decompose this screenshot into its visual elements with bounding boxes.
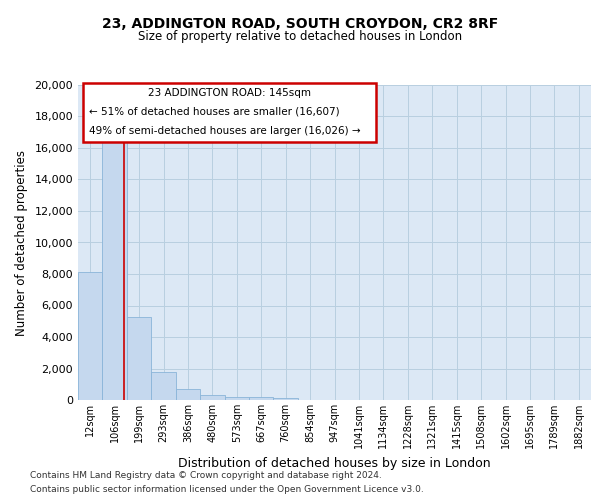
Text: Contains HM Land Registry data © Crown copyright and database right 2024.: Contains HM Land Registry data © Crown c… [30, 472, 382, 480]
Bar [78, 272, 103, 400]
Text: Size of property relative to detached houses in London: Size of property relative to detached ho… [138, 30, 462, 43]
Bar [151, 372, 176, 400]
Text: 49% of semi-detached houses are larger (16,026) →: 49% of semi-detached houses are larger (… [89, 126, 361, 136]
Bar [224, 397, 249, 400]
FancyBboxPatch shape [83, 84, 376, 141]
Bar [200, 395, 224, 400]
Text: 23, ADDINGTON ROAD, SOUTH CROYDON, CR2 8RF: 23, ADDINGTON ROAD, SOUTH CROYDON, CR2 8… [102, 18, 498, 32]
Text: Contains public sector information licensed under the Open Government Licence v3: Contains public sector information licen… [30, 484, 424, 494]
Bar [127, 316, 151, 400]
Bar [249, 398, 274, 400]
Y-axis label: Number of detached properties: Number of detached properties [14, 150, 28, 336]
Text: 23 ADDINGTON ROAD: 145sqm: 23 ADDINGTON ROAD: 145sqm [148, 88, 311, 98]
Bar [176, 389, 200, 400]
Text: ← 51% of detached houses are smaller (16,607): ← 51% of detached houses are smaller (16… [89, 106, 340, 116]
Bar [103, 140, 127, 400]
X-axis label: Distribution of detached houses by size in London: Distribution of detached houses by size … [178, 456, 491, 469]
Bar [274, 398, 298, 400]
